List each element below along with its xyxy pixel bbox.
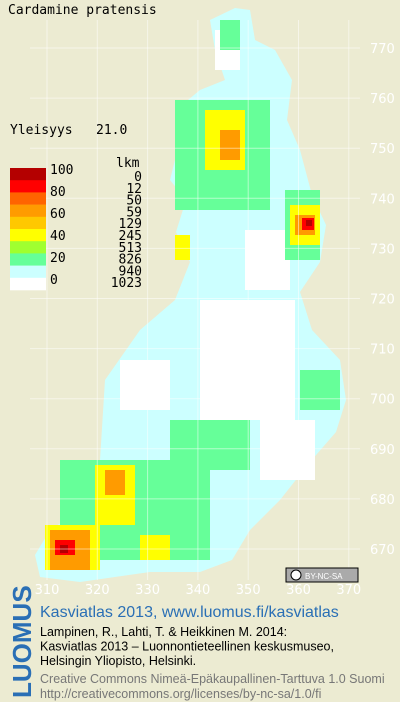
- hotspot: [306, 220, 312, 226]
- title: Cardamine pratensis: [8, 3, 157, 18]
- footer-text: Lampinen, R., Lahti, T. & Heikkinen M. 2…: [40, 625, 385, 701]
- legend-swatch: [10, 204, 46, 218]
- count: 940: [119, 264, 142, 279]
- count-header: lkm: [116, 156, 140, 171]
- scale-label: 40: [50, 229, 66, 244]
- legend-swatch: [10, 216, 46, 230]
- legend-swatch: [10, 253, 46, 266]
- legend-swatch: [10, 192, 46, 205]
- count: 1023: [111, 276, 142, 291]
- y-label: 680: [370, 493, 395, 508]
- grid: 770 760 750 740 730 720 710 700 690 680 670 310 320 3…: [30, 20, 395, 598]
- count: 0: [134, 170, 142, 185]
- y-label: 720: [370, 293, 395, 308]
- frequency-label: Yleisyys: [10, 123, 73, 138]
- y-label: 770: [370, 42, 395, 57]
- legend-swatch: [10, 180, 46, 193]
- count: 59: [126, 205, 142, 220]
- x-label: 360: [286, 583, 311, 598]
- x-label: 340: [185, 583, 210, 598]
- y-label: 690: [370, 443, 395, 458]
- x-label: 310: [35, 583, 60, 598]
- license-badge-text: BY-NC-SA: [305, 572, 343, 581]
- logo: LUOMUS: [7, 585, 37, 698]
- license-line: Creative Commons Nimeä-Epäkaupallinen-Ta…: [40, 672, 385, 686]
- y-label: 700: [370, 393, 395, 408]
- y-label: 710: [370, 343, 395, 358]
- x-label: 350: [236, 583, 261, 598]
- scale-label: 20: [50, 251, 66, 266]
- scale-label: 80: [50, 185, 66, 200]
- legend-swatch: [10, 229, 46, 242]
- scale-label: 0: [50, 273, 58, 288]
- scale-label: 100: [50, 163, 73, 178]
- count: 129: [119, 217, 142, 232]
- y-label: 740: [370, 192, 395, 207]
- count: 50: [126, 194, 142, 209]
- legend-swatch: [10, 241, 46, 254]
- license-badge: BY-NC-SA: [285, 567, 359, 583]
- count: 513: [119, 241, 142, 256]
- footer-heading: Kasviatlas 2013, www.luomus.fi/kasviatla…: [40, 604, 339, 621]
- footer-bg: [0, 598, 400, 702]
- frequency-value: 21.0: [96, 123, 127, 138]
- y-label: 760: [370, 92, 395, 107]
- count: 826: [119, 253, 142, 268]
- citation-line: Helsingin Yliopisto, Helsinki.: [40, 654, 196, 668]
- legend-swatch: [10, 168, 46, 181]
- scale-label: 60: [50, 207, 66, 222]
- white-areas: [120, 30, 315, 480]
- x-label: 370: [336, 583, 361, 598]
- count: 245: [119, 229, 142, 244]
- license-line: http://creativecommons.org/licenses/by-n…: [40, 687, 321, 701]
- x-label: 330: [135, 583, 160, 598]
- x-label: 320: [85, 583, 110, 598]
- count: 12: [126, 182, 142, 197]
- y-label: 750: [370, 142, 395, 157]
- legend-swatch: [10, 265, 46, 279]
- citation-line: Kasviatlas 2013 – Luonnontieteellinen ke…: [40, 640, 334, 654]
- y-label: 670: [370, 543, 395, 558]
- map-area: [35, 8, 346, 582]
- legend-swatch: [10, 277, 46, 291]
- y-label: 730: [370, 242, 395, 257]
- citation-line: Lampinen, R., Lahti, T. & Heikkinen M. 2…: [40, 625, 287, 639]
